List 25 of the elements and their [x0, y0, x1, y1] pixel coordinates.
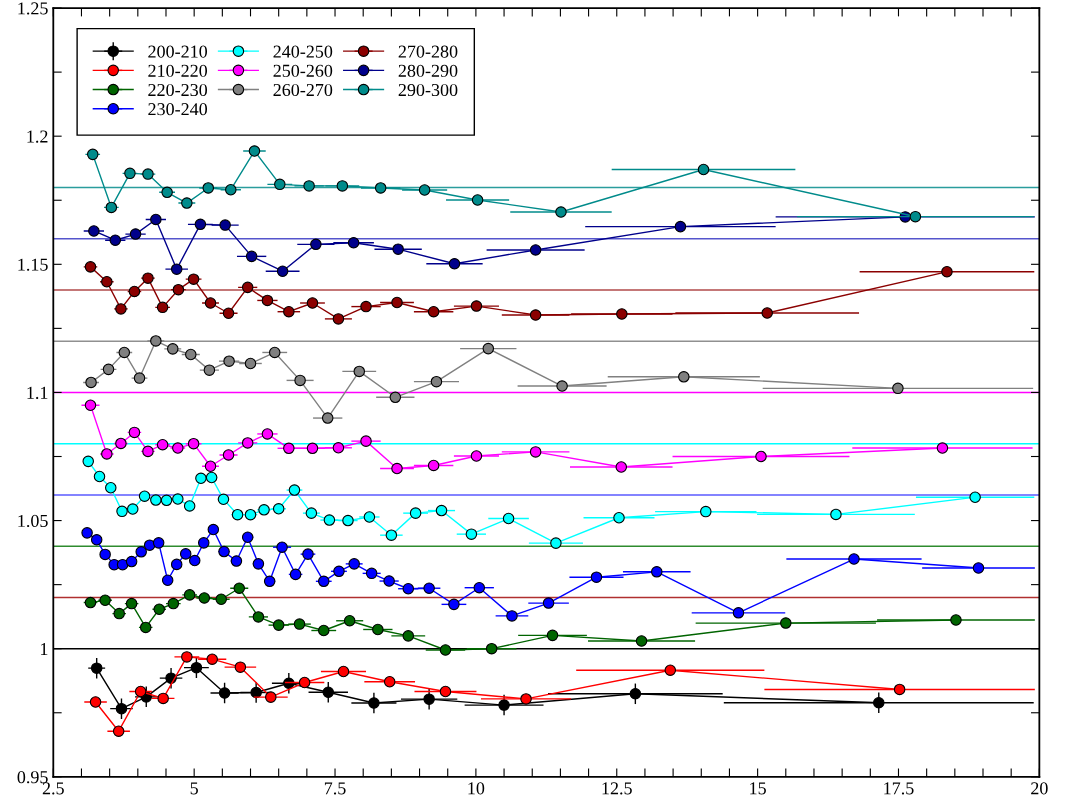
y-tick-label: 1 — [41, 643, 48, 655]
x-tick-label: 15 — [750, 782, 766, 795]
y-tick-label: 1.15 — [18, 258, 48, 271]
legend-label: 240-250 — [273, 45, 333, 58]
y-tick-label: 1.05 — [18, 514, 48, 528]
x-tick-label: 20 — [1031, 782, 1048, 795]
y-tick-label: 1.25 — [18, 2, 48, 15]
x-tick-label: 5 — [190, 782, 198, 795]
x-tick-label: 2.5 — [42, 782, 64, 795]
x-tick-label: 12.5 — [602, 782, 632, 795]
legend-label: 220-230 — [148, 83, 208, 97]
y-tick-label: 1.2 — [27, 130, 48, 143]
x-tick-label: 10 — [468, 782, 485, 795]
y-tick-label: 0.95 — [17, 771, 48, 784]
legend-label: 270-280 — [398, 45, 458, 58]
x-tick-label: 7.5 — [324, 782, 346, 795]
legend-label: 200-210 — [148, 45, 208, 58]
x-tick-label: 17.5 — [884, 782, 914, 795]
legend-label: 290-300 — [398, 83, 458, 97]
legend-label: 250-260 — [273, 64, 333, 77]
legend-label: 280-290 — [398, 64, 458, 77]
y-tick-label: 1.1 — [27, 386, 48, 399]
legend-label: 210-220 — [148, 64, 208, 77]
legend-label: 230-240 — [148, 103, 208, 116]
legend-label: 260-270 — [273, 83, 333, 97]
